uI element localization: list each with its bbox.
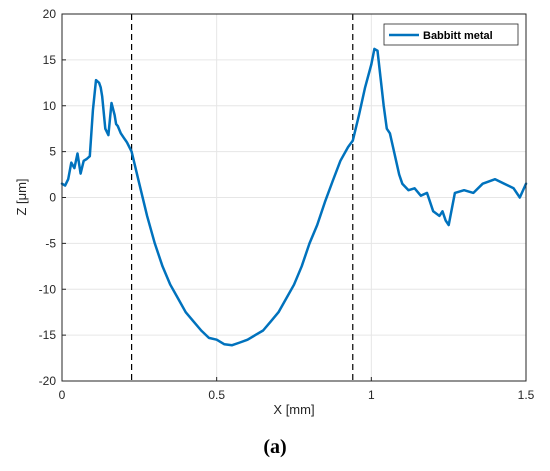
y-axis-ticks: -20 -15 -10 -5 0 5 10 15 20: [39, 7, 66, 388]
y-tick-label: 10: [43, 99, 57, 113]
x-tick-label: 1.5: [518, 388, 535, 402]
y-tick-label: -10: [39, 282, 57, 296]
legend: Babbitt metal: [383, 23, 519, 46]
y-tick-label: 0: [49, 191, 56, 205]
series-line: [60, 47, 528, 347]
legend-box: [383, 23, 519, 46]
x-tick-label: 0: [59, 388, 66, 402]
figure-caption: (a): [263, 436, 287, 458]
y-tick-label: -20: [39, 374, 57, 388]
x-tick-label: 0.5: [208, 388, 225, 402]
legend-label: Babbitt metal: [423, 30, 493, 42]
x-axis-ticks: 0 0.5 1 1.5: [59, 377, 535, 402]
y-tick-label: 15: [43, 53, 57, 67]
x-tick-label: 1: [368, 388, 375, 402]
vertical-dashed-lines: [131, 14, 354, 381]
y-tick-label: -5: [45, 236, 56, 250]
y-tick-label: 20: [43, 7, 57, 21]
grid-lines: [61, 13, 527, 382]
y-tick-label: 5: [49, 145, 56, 159]
y-tick-label: -15: [39, 328, 57, 342]
y-axis-title: Z [μm]: [14, 178, 29, 215]
x-axis-title: X [mm]: [273, 402, 314, 417]
data-series: [60, 47, 528, 347]
